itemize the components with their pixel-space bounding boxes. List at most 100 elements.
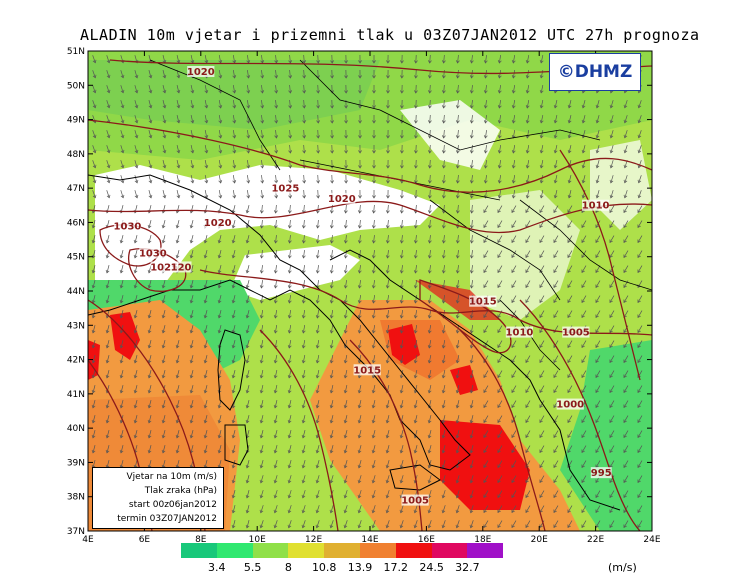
wind-arrow	[106, 145, 110, 153]
wind-arrow-head	[525, 284, 529, 289]
wind-arrow-head	[511, 224, 515, 229]
wind-arrow	[190, 85, 194, 93]
wind-arrow-head	[287, 524, 292, 529]
wind-arrow-head	[287, 464, 292, 469]
wind-arrow	[456, 475, 460, 483]
wind-arrow	[400, 475, 404, 483]
wind-arrow-head	[455, 60, 460, 64]
lat-label: 43N	[67, 321, 85, 331]
wind-arrow	[275, 99, 277, 109]
wind-arrow-head	[344, 150, 348, 154]
wind-arrow-head	[609, 524, 613, 529]
wind-arrow-head	[91, 314, 96, 319]
wind-arrow-head	[427, 434, 432, 439]
wind-arrow	[106, 430, 110, 438]
isobar-label: 1010	[582, 201, 610, 212]
wind-arrow-head	[372, 150, 376, 154]
wind-arrow-head	[119, 389, 124, 394]
wind-arrow-head	[511, 494, 515, 499]
wind-arrow-head	[497, 60, 502, 64]
wind-arrow-head	[162, 119, 167, 124]
wind-arrow	[637, 280, 643, 288]
wind-arrow-head	[92, 74, 97, 79]
wind-arrow	[372, 400, 376, 408]
wind-arrow-head	[245, 209, 250, 214]
wind-arrow	[218, 100, 222, 108]
wind-arrow	[134, 115, 138, 123]
wind-arrow-head	[637, 494, 641, 499]
wind-arrow	[316, 490, 320, 498]
wind-arrow-head	[259, 285, 264, 289]
wind-arrow	[581, 265, 587, 273]
wind-arrow	[317, 84, 319, 94]
wind-arrow	[511, 355, 517, 363]
wind-arrow-head	[400, 195, 404, 199]
wind-arrow	[596, 175, 600, 183]
wind-arrow	[148, 340, 152, 348]
wind-arrow-head	[413, 449, 418, 454]
isobar-1015	[199, 269, 652, 336]
wind-arrow	[275, 174, 277, 184]
wind-arrow	[92, 400, 96, 408]
wind-arrow-head	[595, 314, 599, 319]
wind-arrow-head	[497, 90, 502, 94]
wind-arrow-head	[120, 149, 125, 154]
wind-arrow	[106, 280, 110, 288]
wind-arrow	[637, 340, 643, 348]
wind-arrow	[134, 370, 138, 378]
wind-arrow	[162, 55, 166, 63]
wind-arrow	[106, 415, 110, 423]
wind-arrow-head	[245, 254, 250, 259]
wind-arrow	[623, 280, 629, 288]
wind-arrow	[512, 55, 516, 63]
wind-arrow	[358, 490, 362, 498]
wind-arrow	[246, 460, 250, 468]
wind-arrow	[497, 415, 503, 423]
wind-arrow	[92, 460, 96, 468]
wind-arrow-head	[427, 419, 432, 424]
wind-arrow-head	[287, 300, 292, 304]
wind-arrow	[483, 385, 489, 393]
wind-arrow	[148, 325, 152, 333]
wind-arrow-head	[343, 210, 348, 214]
lon-label: 22E	[587, 535, 604, 545]
wind-arrow	[344, 415, 348, 423]
info-start-line: start 00z06jan2012	[128, 500, 217, 510]
wind-arrow-head	[455, 524, 460, 529]
wind-arrow-head	[469, 330, 474, 334]
wind-arrow-head	[176, 119, 181, 124]
wind-arrow	[316, 370, 320, 378]
wind-arrow-head	[567, 149, 572, 154]
wind-arrow	[106, 70, 110, 78]
wind-arrow	[443, 264, 445, 274]
wind-arrow	[148, 145, 152, 153]
wind-arrow	[539, 205, 545, 213]
wind-arrow-head	[539, 329, 543, 334]
wind-arrow	[190, 445, 194, 453]
wind-arrow-head	[371, 494, 376, 499]
wind-arrow	[261, 99, 263, 109]
wind-arrow-head	[525, 509, 529, 514]
wind-arrow	[106, 100, 110, 108]
wind-arrow-head	[385, 300, 390, 304]
wind-arrow	[218, 370, 222, 378]
wind-arrow-head	[441, 330, 446, 334]
wind-arrow-head	[119, 254, 124, 259]
wind-arrow	[400, 400, 404, 408]
wind-arrow	[176, 250, 180, 258]
wind-arrow	[176, 400, 180, 408]
wind-arrow	[442, 340, 446, 348]
wind-arrow	[288, 309, 292, 319]
wind-arrow-head	[595, 164, 600, 169]
wind-arrow	[581, 520, 587, 528]
wind-arrow	[190, 220, 194, 228]
lat-label: 38N	[67, 493, 85, 503]
wind-arrow	[609, 340, 615, 348]
wind-arrow	[148, 100, 152, 108]
wind-arrow	[581, 370, 587, 378]
wind-arrow-head	[413, 404, 418, 409]
wind-arrow	[442, 385, 446, 393]
wind-arrow-head	[119, 269, 124, 274]
wind-arrow	[316, 505, 320, 513]
wind-arrow	[204, 55, 208, 63]
